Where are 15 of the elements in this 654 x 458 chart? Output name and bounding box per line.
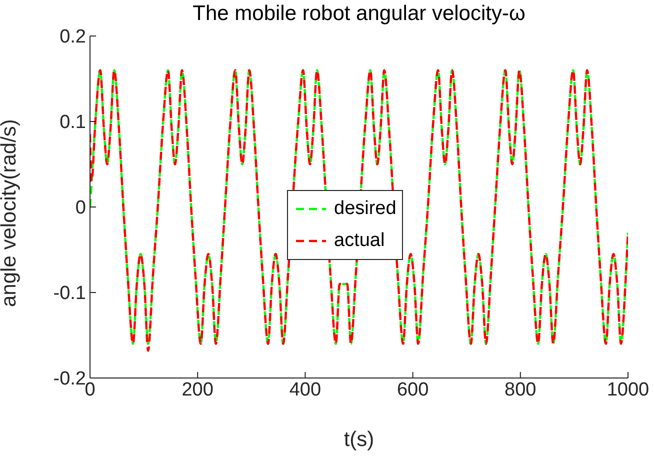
y-axis-title: angle velocity(rad/s) [0,119,20,307]
y-tick-label: -0.1 [53,283,86,304]
x-tick-label: 200 [182,379,214,400]
x-tick-label: 800 [504,379,536,400]
y-tick-label: 0.1 [60,112,86,134]
y-tick-label: 0 [75,198,86,219]
y-tick-label: 0.2 [60,26,86,48]
legend-label: desired [334,198,396,220]
x-tick-label: 600 [396,379,429,400]
y-tick-label: -0.2 [53,368,86,390]
x-axis-title: t(s) [344,428,374,451]
x-tick-label: 400 [289,379,322,400]
legend-label: actual [334,230,385,252]
chart-title: The mobile robot angular velocity-ω [192,2,526,26]
x-tick-label: 1000 [606,379,650,400]
